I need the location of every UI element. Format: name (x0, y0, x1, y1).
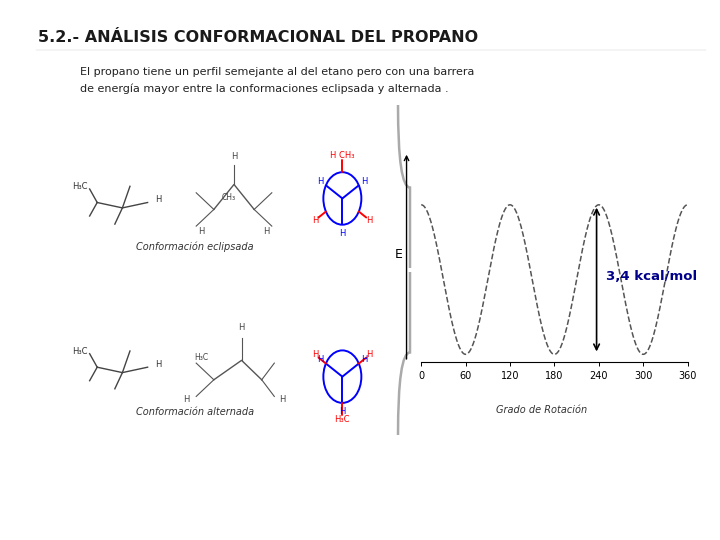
Text: H: H (339, 407, 346, 416)
Text: El propano tiene un perfil semejante al del etano pero con una barrera: El propano tiene un perfil semejante al … (80, 67, 474, 77)
Text: H: H (238, 323, 245, 332)
Text: H: H (264, 227, 270, 237)
Text: 3,4 kcal/mol: 3,4 kcal/mol (606, 270, 698, 283)
Text: H: H (361, 355, 367, 364)
Text: H: H (156, 360, 161, 369)
Text: H: H (318, 177, 324, 186)
Text: Conformación alternada: Conformación alternada (136, 407, 254, 417)
Text: Conformación eclipsada: Conformación eclipsada (136, 242, 254, 253)
Text: Grado de Rotación: Grado de Rotación (496, 404, 587, 415)
Text: H: H (339, 228, 346, 238)
Text: H: H (279, 395, 285, 404)
Text: 5.2.- ANÁLISIS CONFORMACIONAL DEL PROPANO: 5.2.- ANÁLISIS CONFORMACIONAL DEL PROPAN… (38, 30, 478, 45)
Text: E: E (395, 248, 402, 261)
Text: de energía mayor entre la conformaciones eclipsada y alternada .: de energía mayor entre la conformaciones… (80, 83, 449, 93)
Text: H₃C: H₃C (72, 347, 87, 356)
Text: H: H (312, 215, 318, 225)
Text: H₃C: H₃C (335, 415, 350, 424)
Text: H: H (366, 350, 373, 360)
Text: H: H (366, 215, 373, 225)
Text: H: H (312, 350, 318, 360)
Text: H CH₃: H CH₃ (330, 151, 355, 160)
Text: H: H (231, 152, 237, 161)
Text: H: H (361, 177, 367, 186)
Text: H₃C: H₃C (194, 353, 208, 362)
Text: H: H (198, 227, 204, 237)
Text: CH₃: CH₃ (222, 193, 236, 202)
Text: H: H (318, 355, 324, 364)
Text: H: H (156, 195, 161, 205)
Text: H: H (183, 395, 189, 404)
Text: H₃C: H₃C (72, 182, 87, 191)
